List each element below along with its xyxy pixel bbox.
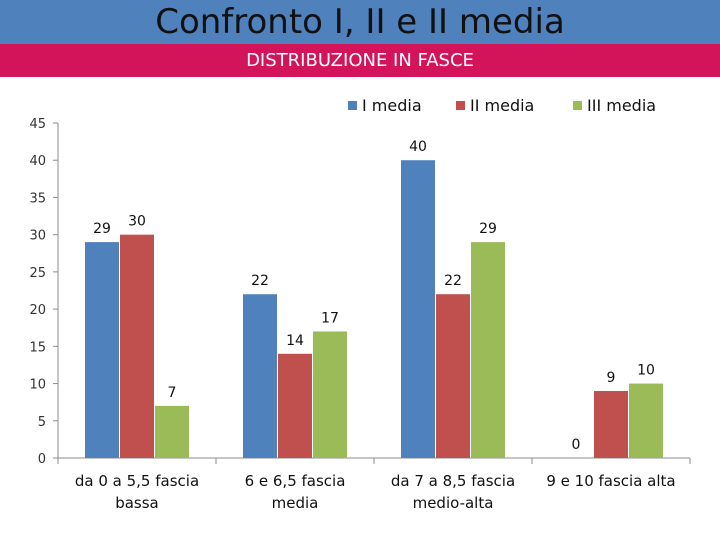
y-tick-label: 0 xyxy=(38,452,46,467)
page-title: Confronto I, II e II media xyxy=(155,2,565,42)
legend-swatch xyxy=(573,101,582,110)
y-tick-label: 20 xyxy=(29,303,46,318)
data-label: 29 xyxy=(479,221,497,237)
y-tick-label: 5 xyxy=(38,415,46,430)
data-label: 22 xyxy=(444,273,462,289)
x-category-label: da 0 a 5,5 fascia xyxy=(75,472,199,490)
data-label: 17 xyxy=(321,310,339,326)
bar xyxy=(436,294,470,458)
data-label: 29 xyxy=(93,221,111,237)
bar xyxy=(85,242,119,458)
y-tick-label: 30 xyxy=(29,229,46,244)
data-label: 9 xyxy=(607,370,616,386)
x-category-label: da 7 a 8,5 fascia xyxy=(391,472,515,490)
bar xyxy=(243,294,277,458)
data-label: 30 xyxy=(128,214,146,230)
legend-swatch xyxy=(456,101,465,110)
y-tick-label: 35 xyxy=(29,191,46,206)
y-tick-label: 10 xyxy=(29,378,46,393)
legend-label: I media xyxy=(362,96,422,115)
data-label: 10 xyxy=(637,363,655,379)
bar xyxy=(120,234,154,458)
x-category-label: medio-alta xyxy=(413,494,494,512)
data-label: 22 xyxy=(251,273,269,289)
x-category-label: bassa xyxy=(115,494,159,512)
bar xyxy=(278,353,312,458)
x-category-label: media xyxy=(272,494,319,512)
y-tick-label: 40 xyxy=(29,154,46,169)
legend-label: III media xyxy=(587,96,656,115)
bar xyxy=(629,383,663,458)
bar xyxy=(401,160,435,458)
bar xyxy=(313,331,347,458)
y-tick-label: 15 xyxy=(29,340,46,355)
bar xyxy=(471,242,505,458)
x-category-label: 6 e 6,5 fascia xyxy=(245,472,346,490)
data-label: 7 xyxy=(168,385,177,401)
bar xyxy=(594,391,628,458)
bar xyxy=(155,405,189,458)
legend-swatch xyxy=(348,101,357,110)
subtitle-band xyxy=(0,44,720,77)
y-tick-label: 25 xyxy=(29,266,46,281)
title-band xyxy=(0,0,720,44)
page-subtitle: DISTRIBUZIONE IN FASCE xyxy=(246,50,474,71)
x-category-label: 9 e 10 fascia alta xyxy=(546,472,675,490)
data-label: 40 xyxy=(409,139,427,155)
y-tick-label: 45 xyxy=(29,117,46,132)
data-label: 0 xyxy=(572,437,581,453)
legend-label: II media xyxy=(470,96,534,115)
data-label: 14 xyxy=(286,333,304,349)
